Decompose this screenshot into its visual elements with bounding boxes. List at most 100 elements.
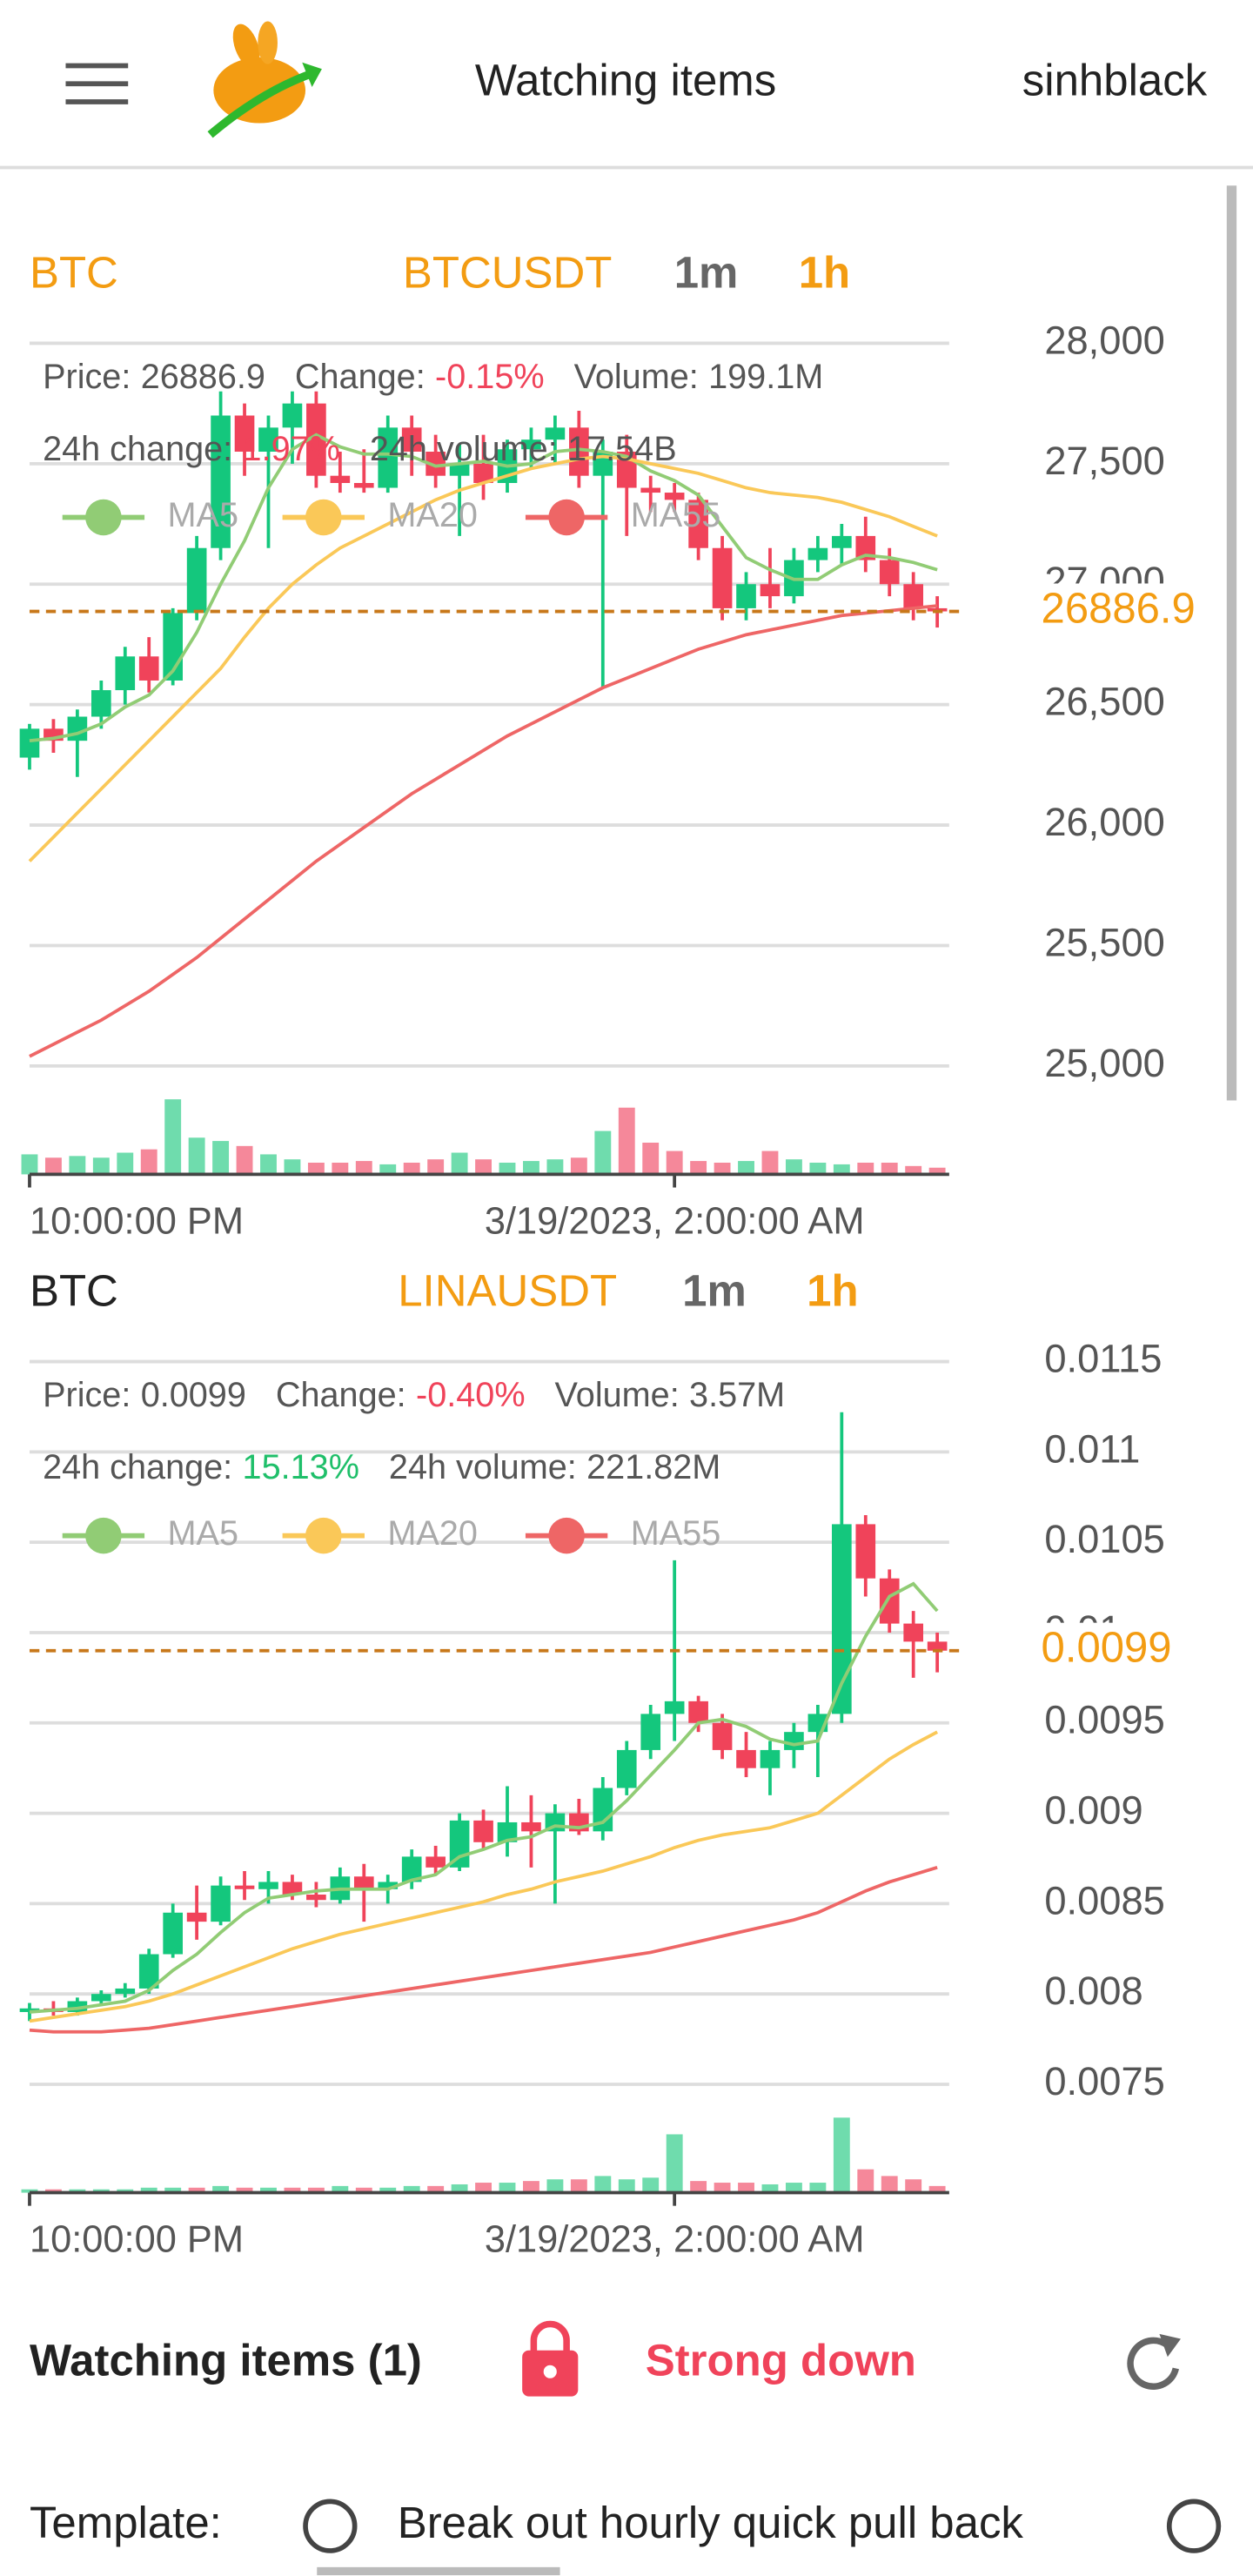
volume-bar [332, 1163, 349, 1175]
refresh-button[interactable] [1127, 2333, 1181, 2390]
volume-bar [809, 1163, 827, 1175]
info-label: Change: [276, 1377, 406, 1415]
volume-bar [403, 2185, 420, 2193]
volume-bar [618, 2179, 635, 2193]
charts: BTC BTCUSDT 1m 1h 25,000 25,500 26,000 26,500 27… [19, 248, 1225, 2261]
volume-bar [642, 2177, 660, 2193]
candle-body [353, 482, 374, 488]
candle-body [91, 1994, 111, 2002]
candle-body [784, 1732, 804, 1750]
price-label-bg [1031, 583, 1225, 640]
info-value: 1.97% [243, 430, 340, 468]
volume-bar [857, 1163, 874, 1175]
volume-bar [570, 1157, 587, 1175]
candle-body [282, 403, 303, 428]
volume-bar [260, 1154, 277, 1175]
candle-body [832, 1524, 852, 1714]
candle-body [473, 1820, 493, 1842]
volume-bar [188, 2187, 205, 2193]
candle-body [211, 415, 231, 548]
volume-bar [833, 2117, 850, 2193]
legend-marker [85, 1517, 122, 1554]
interval-button[interactable]: 1m [674, 248, 739, 298]
volume-bar [117, 2189, 134, 2193]
volume-bar [284, 2187, 301, 2193]
volume-bar [690, 1161, 707, 1175]
info-label: Price: [43, 1377, 131, 1415]
volume-bar [618, 1107, 635, 1175]
candle-body [640, 1714, 661, 1750]
volume-bar [260, 2187, 277, 2193]
volume-bar [499, 1163, 516, 1175]
interval-button[interactable]: 1m [682, 1266, 747, 1316]
volume-bar [284, 1159, 301, 1175]
volume-bar [355, 2187, 372, 2193]
ma-line [29, 1866, 938, 2034]
candle-body [449, 463, 470, 476]
volume-bar [236, 1145, 253, 1175]
candle-body [473, 463, 493, 483]
candle-body [401, 427, 422, 453]
volume-bar [44, 1157, 62, 1175]
volume-bar [427, 1159, 445, 1175]
y-tick-label: 26,500 [1044, 680, 1164, 724]
candle-body [234, 415, 255, 453]
candle-body [736, 584, 756, 608]
candle-body [497, 1821, 518, 1842]
volume-bar [594, 1130, 612, 1175]
volume-bar [714, 2183, 731, 2193]
info-label: Volume: [574, 358, 699, 396]
y-tick-label: 0.0105 [1044, 1517, 1164, 1561]
volume-bar [92, 1157, 110, 1175]
candle-body [927, 1641, 948, 1651]
template-option[interactable]: Break out hourly quick pull back [398, 2498, 1024, 2547]
candle-body [330, 475, 351, 483]
candle-body [138, 1954, 159, 1989]
candle-body [19, 2008, 40, 2012]
legend-marker [85, 499, 122, 536]
volume-bar [809, 2183, 827, 2193]
candle-body [521, 1821, 541, 1832]
candle-body [855, 535, 876, 560]
info-line: 24h change: 15.13% 24h volume: 221.82M [43, 1449, 720, 1487]
volume-bar [857, 2169, 874, 2193]
x-tick-label: 3/19/2023, 2:00:00 AM [485, 1201, 865, 1243]
radio-button[interactable] [303, 2499, 358, 2553]
price-label-bg [1031, 1622, 1225, 1679]
candle-body [115, 656, 136, 691]
candle-body [760, 584, 781, 597]
info-label: 24h volume: [389, 1449, 577, 1487]
legend-marker [305, 1517, 342, 1554]
volume-bar [523, 2181, 539, 2193]
volume-bar [785, 1159, 802, 1175]
candle-body [712, 1722, 733, 1750]
volume-bar [690, 2181, 707, 2193]
menu-button[interactable] [65, 63, 129, 104]
candle-body [903, 584, 924, 608]
candle-body [832, 535, 852, 548]
volume-bar [738, 2183, 754, 2193]
y-tick-label: 0.0075 [1044, 2059, 1164, 2103]
volume-bar [928, 2185, 946, 2193]
legend-marker [305, 499, 342, 536]
y-tick-label: 0.0115 [1044, 1337, 1162, 1381]
info-label: 24h change: [43, 1449, 232, 1487]
volume-bar [21, 1154, 38, 1175]
candle-body [688, 1701, 708, 1723]
volume-bar [236, 2187, 253, 2193]
volume-bar [92, 2189, 110, 2193]
volume-bar [546, 1159, 564, 1175]
volume-bar [69, 1156, 86, 1175]
info-value: 15.13% [243, 1449, 359, 1487]
volume-bar [570, 2179, 587, 2193]
info-value: 0.0099 [141, 1377, 246, 1415]
interval-button[interactable]: 1h [799, 248, 850, 298]
volume-bar [475, 2183, 492, 2193]
info-value: 26886.9 [141, 358, 265, 396]
volume-bar [928, 1167, 946, 1175]
radio-button[interactable] [1166, 2499, 1222, 2553]
lock-icon[interactable] [522, 2320, 579, 2397]
volume-bar [881, 2176, 898, 2193]
user-name[interactable]: sinhblack [1022, 56, 1208, 105]
interval-button[interactable]: 1h [807, 1266, 858, 1316]
